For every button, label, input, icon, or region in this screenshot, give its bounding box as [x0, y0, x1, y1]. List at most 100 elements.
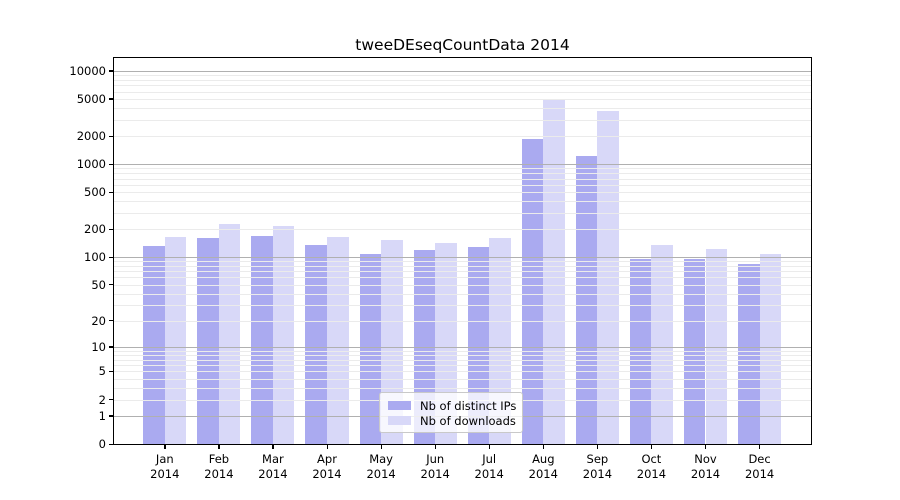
downloads-swatch-icon — [388, 416, 411, 425]
y-tick-mark — [109, 256, 114, 258]
x-tick-mark — [380, 444, 382, 449]
y-tick-mark — [109, 346, 114, 348]
gridline-300 — [114, 212, 811, 214]
x-tick-label-aug: Aug 2014 — [528, 452, 558, 481]
gridline-10000 — [114, 70, 811, 72]
x-tick-label-oct: Oct 2014 — [636, 452, 667, 481]
gridline-3000 — [114, 119, 811, 121]
y-tick-mark — [109, 228, 114, 230]
y-tick-mark — [109, 70, 114, 72]
x-tick-mark — [272, 444, 274, 449]
x-tick-mark — [488, 444, 490, 449]
y-tick-label-2000: 2000 — [76, 129, 106, 143]
gridline-60 — [114, 277, 811, 279]
gridline-2000 — [114, 136, 811, 137]
gridline-8000 — [114, 79, 811, 81]
legend-item-distinct-ips: Nb of distinct IPs — [388, 398, 517, 413]
gridline-70 — [114, 271, 811, 273]
y-tick-label-200: 200 — [84, 222, 106, 237]
x-tick-mark — [164, 444, 166, 449]
x-tick-label-jul: Jul 2014 — [474, 452, 504, 481]
gridline-10 — [114, 346, 811, 348]
bar-ips-jan — [143, 245, 165, 444]
x-tick-label-jun: Jun 2014 — [420, 452, 450, 481]
y-tick-mark — [109, 284, 114, 286]
bar-ips-mar — [251, 235, 273, 444]
y-tick-label-2: 2 — [98, 392, 106, 407]
y-tick-label-5: 5 — [98, 364, 106, 379]
y-tick-label-10: 10 — [91, 339, 106, 354]
gridline-4000 — [114, 107, 811, 109]
legend-item-downloads: Nb of downloads — [388, 413, 516, 428]
bar-ips-apr — [305, 244, 327, 444]
legend-label: Nb of downloads — [420, 413, 516, 428]
gridline-9 — [114, 350, 811, 352]
gridline-6000 — [114, 91, 811, 93]
y-tick-mark — [109, 443, 114, 445]
y-tick-label-5000: 5000 — [76, 91, 106, 106]
y-tick-mark — [109, 135, 114, 137]
gridline-9000 — [114, 75, 811, 77]
y-tick-label-1000: 1000 — [76, 157, 106, 172]
gridline-4 — [114, 378, 811, 380]
plot-area — [113, 57, 812, 445]
y-tick-mark — [109, 163, 114, 165]
y-tick-label-20: 20 — [91, 313, 106, 328]
x-tick-label-nov: Nov 2014 — [690, 452, 721, 481]
bar-downloads-dec — [759, 254, 782, 444]
y-tick-label-10000: 10000 — [69, 63, 106, 78]
ips-swatch-icon — [388, 401, 411, 410]
x-tick-label-mar: Mar 2014 — [258, 452, 288, 481]
x-tick-label-dec: Dec 2014 — [744, 452, 775, 481]
x-tick-mark — [705, 444, 707, 449]
gridline-600 — [114, 184, 811, 186]
x-tick-label-feb: Feb 2014 — [204, 452, 234, 481]
y-tick-label-500: 500 — [84, 185, 106, 200]
x-tick-label-may: May 2014 — [366, 452, 396, 481]
gridline-30 — [114, 304, 811, 306]
bar-ips-sep — [575, 155, 598, 444]
gridline-7 — [114, 359, 811, 361]
x-tick-mark — [542, 444, 545, 449]
gridline-20 — [114, 320, 811, 322]
gridline-400 — [114, 201, 811, 203]
bar-downloads-jan — [164, 236, 187, 444]
chart-title: tweeDEseqCountData 2014 — [355, 36, 570, 54]
bar-downloads-apr — [327, 237, 349, 444]
gridline-80 — [114, 265, 811, 267]
bar-ips-dec — [738, 263, 760, 444]
gridline-5 — [114, 371, 811, 373]
bar-ips-may — [359, 253, 382, 444]
bar-downloads-nov — [705, 249, 728, 444]
bar-downloads-feb — [218, 223, 241, 444]
gridline-100 — [114, 257, 811, 258]
gridline-7000 — [114, 85, 811, 87]
gridline-5000 — [114, 98, 811, 100]
x-tick-label-apr: Apr 2014 — [312, 452, 342, 481]
y-tick-mark — [109, 399, 114, 401]
y-tick-mark — [109, 191, 114, 193]
gridline-800 — [114, 173, 811, 175]
y-tick-mark — [109, 98, 114, 100]
gridline-50 — [114, 284, 811, 286]
gridline-3 — [114, 387, 811, 389]
y-tick-label-100: 100 — [84, 250, 106, 264]
x-tick-mark — [326, 444, 328, 449]
y-tick-label-1: 1 — [98, 408, 106, 423]
gridline-6 — [114, 365, 811, 367]
y-tick-mark — [109, 320, 114, 322]
gridline-90 — [114, 261, 811, 263]
x-tick-label-jan: Jan 2014 — [150, 452, 180, 481]
gridline-8 — [114, 355, 811, 356]
gridline-900 — [114, 168, 811, 170]
x-tick-mark — [434, 444, 436, 449]
gridline-1000 — [114, 164, 811, 166]
y-tick-mark — [109, 415, 114, 417]
legend-label: Nb of distinct IPs — [420, 398, 517, 413]
x-tick-mark — [596, 444, 599, 449]
x-tick-mark — [218, 444, 220, 449]
y-tick-label-0: 0 — [98, 437, 106, 451]
bar-ips-feb — [197, 238, 219, 444]
gridline-500 — [114, 192, 811, 194]
